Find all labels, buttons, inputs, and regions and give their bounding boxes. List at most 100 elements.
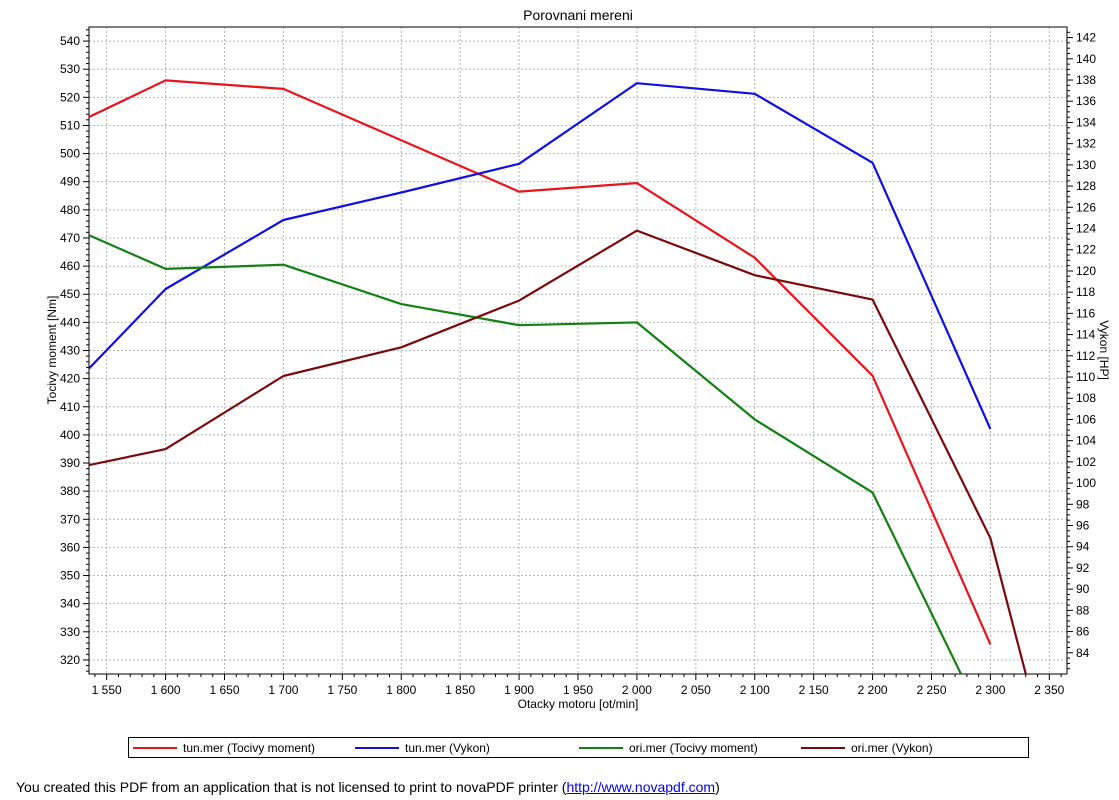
right-y-tick-label: 128 [1076, 179, 1096, 193]
footer-link[interactable]: http://www.novapdf.com [566, 779, 716, 795]
left-y-tick-label: 410 [60, 400, 80, 414]
right-y-tick-label: 86 [1076, 625, 1090, 639]
legend-swatch [801, 746, 845, 749]
right-y-tick-label: 122 [1076, 243, 1096, 257]
legend-label: ori.mer (Tocivy moment) [629, 740, 758, 755]
series-line-2 [89, 234, 962, 674]
legend-swatch [355, 746, 399, 749]
left-y-axis: 320 330 340 350 360 370 380 390 400 410 420 430 440 4… [60, 29, 89, 672]
right-y-axis-label: Vykon [HP] [1097, 320, 1111, 380]
x-tick-label: 1 550 [92, 683, 122, 697]
right-y-tick-label: 118 [1076, 285, 1095, 299]
x-tick-label: 2 200 [858, 683, 888, 697]
left-y-tick-label: 540 [60, 34, 80, 48]
legend-item-ori-vykon: ori.mer (Vykon) [801, 738, 933, 757]
x-tick-label: 1 650 [209, 683, 239, 697]
right-y-tick-label: 94 [1076, 540, 1090, 554]
legend-item-ori-moment: ori.mer (Tocivy moment) [579, 738, 758, 757]
left-y-tick-label: 450 [60, 287, 80, 301]
x-tick-label: 1 900 [504, 683, 534, 697]
left-y-tick-label: 500 [60, 147, 80, 161]
x-tick-label: 2 300 [975, 683, 1005, 697]
right-y-tick-label: 104 [1076, 434, 1096, 448]
left-y-tick-label: 470 [60, 231, 80, 245]
right-y-tick-label: 112 [1076, 349, 1095, 363]
left-y-tick-label: 350 [60, 569, 80, 583]
right-y-tick-label: 92 [1076, 561, 1090, 575]
x-tick-label: 1 950 [563, 683, 593, 697]
left-y-tick-label: 440 [60, 315, 80, 329]
x-tick-label: 2 150 [799, 683, 829, 697]
series-line-0 [89, 79, 992, 645]
legend-label: tun.mer (Tocivy moment) [183, 740, 316, 755]
right-y-tick-label: 90 [1076, 582, 1090, 596]
left-y-tick-label: 460 [60, 259, 80, 273]
left-y-tick-label: 420 [60, 372, 80, 386]
x-tick-label: 2 100 [740, 683, 770, 697]
left-y-tick-label: 520 [60, 90, 80, 104]
right-y-tick-label: 124 [1076, 222, 1096, 236]
series-group [89, 79, 1027, 674]
right-y-tick-label: 98 [1076, 497, 1090, 511]
x-tick-label: 1 750 [327, 683, 357, 697]
right-y-tick-label: 120 [1076, 264, 1096, 278]
left-y-axis-label: Tocivy moment [Nm] [45, 296, 59, 405]
right-y-tick-label: 134 [1076, 115, 1096, 129]
x-tick-label: 1 800 [386, 683, 416, 697]
x-tick-label: 1 700 [268, 683, 298, 697]
right-y-tick-label: 132 [1076, 137, 1096, 151]
grid [89, 27, 1067, 674]
right-y-tick-label: 138 [1076, 73, 1096, 87]
legend: tun.mer (Tocivy moment) tun.mer (Vykon) … [128, 737, 1029, 758]
right-y-tick-label: 126 [1076, 200, 1096, 214]
legend-label: ori.mer (Vykon) [851, 740, 933, 755]
right-y-tick-label: 88 [1076, 603, 1090, 617]
legend-swatch [579, 746, 623, 749]
left-y-tick-label: 400 [60, 428, 80, 442]
left-y-tick-label: 330 [60, 625, 80, 639]
x-tick-label: 2 050 [681, 683, 711, 697]
footer-close: ) [715, 779, 720, 795]
right-y-tick-label: 114 [1076, 328, 1095, 342]
chart-title: Porovnani mereni [523, 7, 633, 23]
right-y-tick-label: 96 [1076, 519, 1090, 533]
left-y-tick-label: 530 [60, 62, 80, 76]
x-tick-label: 2 250 [916, 683, 946, 697]
legend-label: tun.mer (Vykon) [405, 740, 490, 755]
right-y-tick-label: 136 [1076, 94, 1096, 108]
left-y-tick-label: 480 [60, 203, 80, 217]
left-y-tick-label: 320 [60, 653, 80, 667]
x-tick-label: 1 600 [151, 683, 181, 697]
right-y-tick-label: 110 [1076, 370, 1095, 384]
left-y-tick-label: 340 [60, 597, 80, 611]
right-y-tick-label: 102 [1076, 455, 1096, 469]
x-tick-label: 2 000 [622, 683, 652, 697]
right-y-tick-label: 140 [1076, 52, 1096, 66]
left-y-tick-label: 510 [60, 118, 80, 132]
series-line-3 [89, 229, 1027, 674]
footer-notice: You created this PDF from an application… [16, 779, 720, 795]
legend-item-tun-vykon: tun.mer (Vykon) [355, 738, 490, 757]
x-tick-label: 1 850 [445, 683, 475, 697]
left-y-tick-label: 490 [60, 175, 80, 189]
left-y-tick-label: 360 [60, 540, 80, 554]
x-axis-label: Otacky motoru [ot/min] [518, 697, 639, 711]
series-line-1 [89, 82, 992, 430]
left-y-tick-label: 370 [60, 512, 80, 526]
right-y-tick-label: 142 [1076, 31, 1096, 45]
left-y-tick-label: 430 [60, 344, 80, 358]
x-axis: 1 550 1 600 1 650 1 700 1 750 1 800 1 850 1 900… [92, 674, 1065, 697]
legend-item-tun-moment: tun.mer (Tocivy moment) [133, 738, 315, 757]
right-y-tick-label: 106 [1076, 412, 1096, 426]
footer-text: You created this PDF from an application… [16, 779, 567, 795]
right-y-axis: 84 86 88 90 92 94 96 98 100 102 104 106 108 110 112 114… [1067, 31, 1096, 670]
left-y-tick-label: 390 [60, 456, 80, 470]
right-y-tick-label: 116 [1076, 306, 1095, 320]
left-y-tick-label: 380 [60, 484, 80, 498]
right-y-tick-label: 84 [1076, 646, 1090, 660]
x-tick-label: 2 350 [1034, 683, 1064, 697]
legend-swatch [133, 746, 177, 749]
right-y-tick-label: 108 [1076, 391, 1096, 405]
right-y-tick-label: 100 [1076, 476, 1096, 490]
